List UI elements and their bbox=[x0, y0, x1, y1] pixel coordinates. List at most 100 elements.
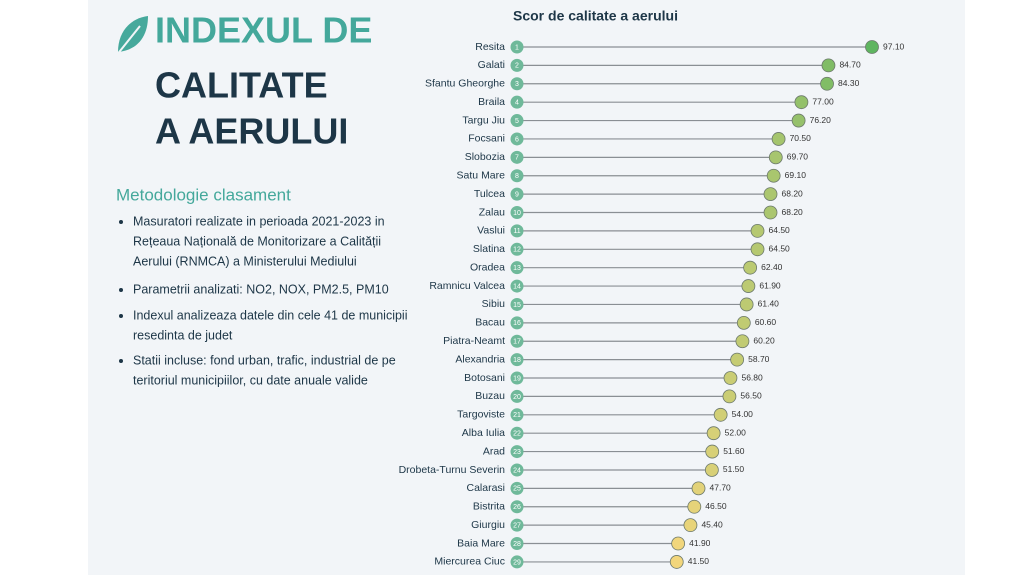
rank-label: 19 bbox=[513, 375, 521, 382]
rank-label: 15 bbox=[513, 302, 521, 309]
value-label: 76.20 bbox=[810, 115, 832, 125]
rank-label: 9 bbox=[515, 191, 519, 198]
value-label: 46.50 bbox=[705, 501, 727, 511]
category-label: Sfantu Gheorghe bbox=[425, 78, 505, 90]
rank-badge bbox=[510, 408, 524, 422]
rank-label: 11 bbox=[513, 228, 520, 235]
dot bbox=[736, 315, 751, 330]
rank-badge bbox=[510, 150, 524, 164]
rank-badge bbox=[510, 132, 524, 146]
dot bbox=[722, 389, 737, 404]
value-label: 45.40 bbox=[701, 519, 723, 529]
rank-badge bbox=[510, 389, 524, 403]
value-label: 41.50 bbox=[688, 556, 710, 566]
category-label: Arad bbox=[483, 445, 505, 457]
value-label: 69.10 bbox=[785, 170, 807, 180]
rank-label: 8 bbox=[515, 173, 519, 180]
rank-badge bbox=[510, 445, 524, 459]
dot bbox=[865, 40, 879, 54]
rank-badge bbox=[510, 371, 524, 385]
bullet-text: resedinta de judet bbox=[133, 328, 233, 342]
rank-badge bbox=[510, 518, 524, 532]
rank-badge bbox=[510, 95, 524, 109]
rank-badge bbox=[510, 334, 524, 348]
dot bbox=[763, 205, 778, 220]
value-label: 56.80 bbox=[741, 372, 763, 382]
dot bbox=[671, 536, 686, 551]
rank-label: 26 bbox=[513, 504, 521, 511]
dot bbox=[750, 242, 765, 257]
value-label: 56.50 bbox=[740, 391, 762, 401]
bullet-dot bbox=[119, 288, 123, 292]
category-label: Piatra-Neamt bbox=[443, 335, 505, 347]
value-label: 64.50 bbox=[769, 225, 791, 235]
category-label: Drobeta-Turnu Severin bbox=[399, 464, 506, 476]
rank-badge bbox=[510, 77, 524, 91]
value-label: 52.00 bbox=[725, 427, 747, 437]
leaf-icon bbox=[115, 16, 148, 57]
dot bbox=[723, 371, 738, 385]
rank-label: 7 bbox=[515, 155, 519, 162]
value-label: 60.60 bbox=[755, 317, 777, 327]
rank-label: 17 bbox=[513, 339, 521, 346]
rank-badge bbox=[510, 463, 524, 477]
rank-label: 4 bbox=[515, 100, 519, 107]
chart-title: Scor de calitate a aerului bbox=[513, 8, 678, 24]
value-label: 70.50 bbox=[790, 133, 812, 143]
rank-label: 22 bbox=[513, 431, 521, 438]
bullet-dot bbox=[119, 220, 123, 224]
chart: Resita 97.10 1 Galati 84.70 2 Sfantu Gheorghe 8… bbox=[399, 40, 905, 569]
value-label: 51.50 bbox=[723, 464, 745, 474]
dot bbox=[730, 352, 745, 367]
rank-label: 24 bbox=[513, 467, 521, 474]
category-label: Ramnicu Valcea bbox=[429, 280, 505, 292]
rank-badge bbox=[510, 537, 524, 551]
rank-badge bbox=[510, 500, 524, 514]
dot bbox=[821, 58, 836, 73]
category-label: Slatina bbox=[473, 243, 505, 255]
category-label: Bacau bbox=[475, 317, 505, 329]
value-label: 47.70 bbox=[710, 483, 732, 493]
rank-badge bbox=[510, 353, 524, 367]
category-label: Botosani bbox=[464, 372, 505, 384]
rank-label: 16 bbox=[513, 320, 521, 327]
value-label: 51.60 bbox=[723, 446, 745, 456]
dot bbox=[687, 499, 702, 514]
rank-badge bbox=[510, 187, 524, 201]
category-label: Targu Jiu bbox=[462, 114, 505, 126]
dot bbox=[766, 168, 781, 183]
title-line: A AERULUI bbox=[155, 111, 348, 152]
bullet-text: Indexul analizeaza datele din cele 41 de… bbox=[133, 308, 408, 322]
dot bbox=[750, 223, 765, 238]
rank-label: 27 bbox=[513, 522, 521, 529]
dot bbox=[735, 334, 750, 349]
title-line: INDEXUL DE bbox=[155, 10, 372, 51]
bullet-list: Masuratori realizate in perioada 2021-20… bbox=[119, 214, 408, 387]
rank-label: 21 bbox=[513, 412, 521, 419]
value-label: 62.40 bbox=[761, 262, 783, 272]
dot bbox=[743, 260, 758, 275]
category-label: Calarasi bbox=[466, 482, 505, 494]
value-label: 54.00 bbox=[732, 409, 754, 419]
rank-badge bbox=[510, 224, 524, 238]
dot bbox=[820, 76, 834, 91]
dot bbox=[763, 187, 778, 202]
dot bbox=[705, 444, 720, 459]
bullet-dot bbox=[119, 314, 123, 318]
rank-label: 25 bbox=[513, 486, 521, 493]
bullet-text: Rețeaua Națională de Monitorizare a Cali… bbox=[133, 234, 381, 248]
category-label: Miercurea Ciuc bbox=[434, 556, 505, 568]
bullet-text: Masuratori realizate in perioada 2021-20… bbox=[133, 214, 385, 228]
category-label: Bistrita bbox=[473, 501, 505, 513]
category-label: Tulcea bbox=[474, 188, 505, 200]
category-label: Satu Mare bbox=[457, 170, 506, 182]
rank-label: 13 bbox=[513, 265, 521, 272]
rank-label: 6 bbox=[515, 136, 519, 143]
category-label: Alexandria bbox=[455, 353, 505, 365]
dot bbox=[683, 518, 698, 533]
rank-badge bbox=[510, 40, 524, 54]
category-label: Zalau bbox=[479, 206, 505, 218]
category-label: Buzau bbox=[475, 390, 505, 402]
rank-label: 23 bbox=[513, 449, 521, 456]
category-label: Sibiu bbox=[482, 298, 506, 310]
